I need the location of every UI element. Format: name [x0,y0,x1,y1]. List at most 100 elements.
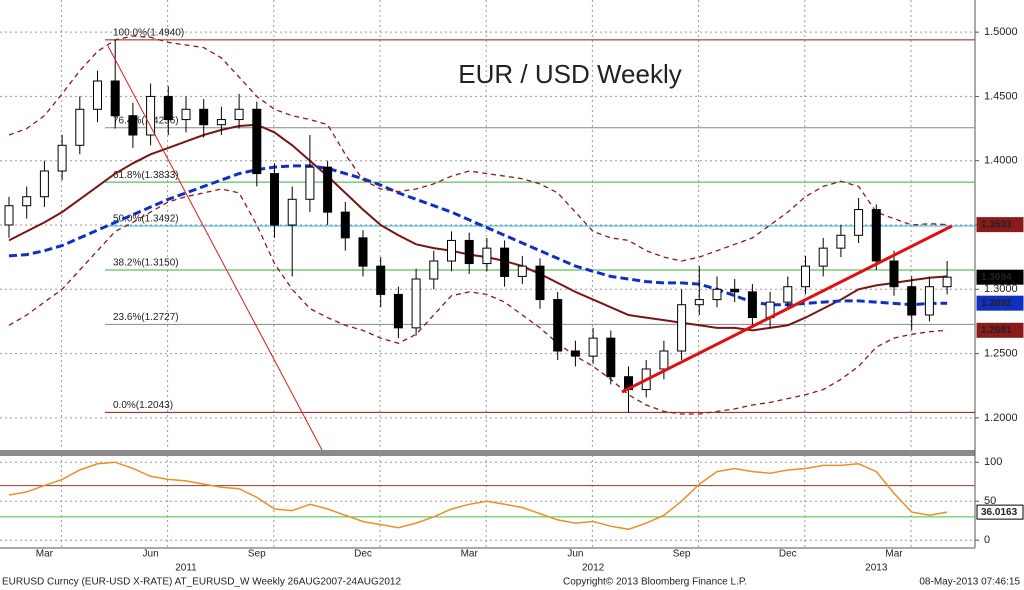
x-tick-label: Mar [885,549,903,560]
x-tick-label: Dec [354,549,372,560]
candle-body [128,115,138,136]
candle-body [270,173,279,226]
candle-body [181,108,191,121]
candle-body [146,95,156,136]
value-box [976,295,1024,311]
candle-body [163,95,173,121]
overlay-line [8,164,948,307]
fib-label: 76.4%(1.4256) [113,115,179,126]
candle-body [783,286,793,303]
y-tick-label: 1.4000 [984,155,1018,167]
overlay-line [8,123,948,332]
fib-label: 50.0%(1.3492) [113,214,179,225]
x-tick-label: Jun [143,549,159,560]
plot-layer: 1.50001.45001.40001.35001.30001.25001.20… [0,0,1024,574]
fib-label: 100.0%(1.4940) [113,27,184,38]
candle-body [818,247,828,267]
trend-line-up [621,224,953,394]
trend-line-down [107,45,323,451]
candle-body [482,247,492,265]
value-box-label: 1.3503 [981,219,1012,230]
candle-body [411,278,421,329]
overlay-line [8,188,948,415]
candle-body [730,288,740,293]
y-tick-label: 1.2500 [984,347,1018,359]
fib-label: 0.0%(1.2043) [113,400,173,411]
candle-body [110,80,120,117]
candle-body [464,239,474,265]
fib-label: 61.8%(1.3833) [113,170,179,181]
candle-body [4,205,14,226]
candle-body [907,286,917,316]
candle-body [447,239,456,262]
fib-label: 23.6%(1.2727) [113,312,179,323]
candle-body [393,293,403,329]
candle-body [323,166,333,213]
candle-body [889,260,899,288]
candle-body [712,288,722,301]
candle-body [199,108,209,126]
fib-label: 38.2%(1.3150) [113,258,179,269]
candle-body [39,170,49,198]
value-box-label: 1.3094 [981,272,1012,283]
candle-body [659,350,669,370]
x-tick-label: Sep [673,549,691,560]
candle-body [606,337,616,378]
candle-body [340,211,350,239]
x-tick-label: Mar [461,549,479,560]
y-tick-label: 0 [984,534,990,546]
y-tick-label: 1.4500 [984,90,1018,102]
candle-body [570,350,580,357]
value-box-label: 36.0163 [981,507,1018,518]
candle-body [305,166,315,200]
candle-body [871,209,881,262]
candle-body [429,260,439,280]
chart-title: EUR / USD Weekly [458,59,681,89]
value-box-label: 1.2681 [981,325,1012,336]
y-tick-label: 1.3000 [984,283,1018,295]
panel-divider [0,450,975,456]
candle-body [57,144,67,172]
y-tick-label: 100 [984,456,1002,468]
candle-body [553,299,563,352]
candle-body [747,291,757,319]
candle-body [588,337,598,357]
x-year-label: 2012 [582,563,605,574]
value-box [976,217,1024,233]
footer-center: Copyright© 2013 Bloomberg Finance L.P. [563,577,747,588]
candle-body [93,80,102,110]
candle-body [694,299,704,306]
y-tick-label: 1.2000 [984,412,1018,424]
candle-body [287,198,297,226]
x-year-label: 2011 [175,563,197,574]
candle-body [500,247,510,277]
indicator-line [8,461,948,531]
candle-body [252,108,262,175]
candle-body [924,286,934,316]
footer-left: EURUSD Curncy (EUR-USD X-RATE) AT_EURUSD… [2,577,401,588]
candle-body [801,265,810,288]
value-box [976,269,1024,285]
candle-body [677,304,687,352]
candle-body [535,265,545,301]
x-tick-label: Sep [248,549,266,560]
value-box [976,504,1024,520]
candle-body [234,108,244,121]
y-tick-label: 50 [984,495,996,507]
candle-body [358,237,368,267]
candle-body [836,234,846,249]
x-tick-label: Dec [779,549,797,560]
candle-body [854,209,864,236]
candle-body [22,196,32,207]
footer-right: 08-May-2013 07:46:15 [919,577,1020,588]
candle-body [75,108,85,146]
x-tick-label: Jun [567,549,583,560]
x-year-label: 2013 [865,563,888,574]
candle-body [517,265,527,277]
value-box [976,322,1024,338]
value-box-label: 1.2892 [981,298,1012,309]
candle-body [376,265,386,295]
x-tick-label: Mar [36,549,54,560]
overlay-line [8,35,948,262]
